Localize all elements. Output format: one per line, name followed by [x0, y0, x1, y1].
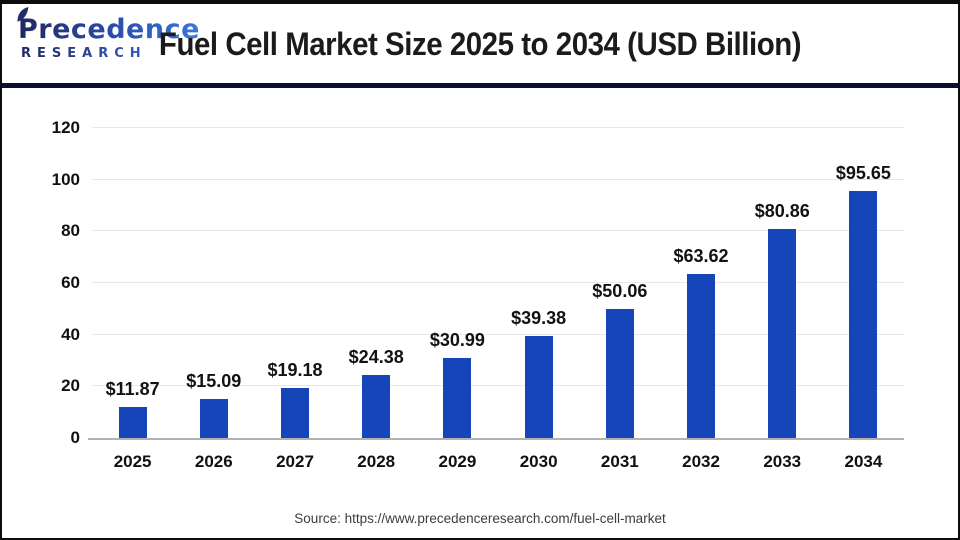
header-divider: [2, 83, 958, 88]
bar-value-label: $11.87: [105, 379, 160, 400]
bar-value-label: $30.99: [429, 329, 485, 350]
y-axis-tick-label: 60: [61, 273, 80, 292]
y-axis-tick-label: 20: [61, 376, 80, 396]
bar-series: $11.87 $15.09 $19.18 $24.38 $30.99 $39.38 $50.…: [92, 128, 904, 438]
bar-group: $39.38: [498, 128, 579, 438]
bar-group: $11.87: [92, 128, 173, 438]
gridline: [92, 230, 904, 232]
bar: [768, 229, 797, 438]
header: Precedence RESEARCH Fuel Cell Market Siz…: [2, 4, 958, 83]
y-axis-tick-label: 40: [61, 324, 80, 344]
bar-group: $24.38: [336, 128, 417, 438]
precedence-research-logo: Precedence RESEARCH: [17, 6, 200, 60]
bar: [849, 190, 878, 438]
bar-group: $50.06: [579, 128, 660, 438]
bar-value-label: $63.62: [673, 245, 729, 266]
bar-value-label: $24.38: [348, 347, 404, 368]
y-axis-tick-label: 0: [70, 428, 80, 447]
gridline: [92, 178, 904, 180]
y-axis-tick-label: 100: [51, 169, 80, 189]
bar: [524, 336, 553, 438]
bar-value-label: $19.18: [267, 360, 323, 381]
bar: [605, 308, 634, 438]
chart-title: Fuel Cell Market Size 2025 to 2034 (USD …: [158, 26, 802, 62]
bar-value-label: $39.38: [511, 308, 567, 329]
logo-line2-text: RESEARCH: [18, 47, 200, 60]
bar: [362, 375, 391, 438]
bar-group: $63.62: [660, 128, 741, 438]
x-axis-category-label: 2033: [763, 452, 802, 471]
bar-value-label: $50.06: [592, 280, 648, 301]
x-axis-category-label: 2032: [682, 452, 720, 471]
bar-value-label: $80.86: [754, 201, 810, 222]
x-axis-category-label: 2031: [600, 452, 639, 471]
x-axis-category-label: 2025: [113, 452, 152, 471]
bar: [281, 388, 309, 438]
bar: [443, 357, 472, 438]
x-axis-category-label: 2034: [844, 452, 883, 471]
bar: [118, 407, 147, 438]
x-axis-line: [88, 438, 904, 440]
bar: [687, 273, 716, 438]
x-axis: 2025 2026 2027 2028 2029 2030 2031 2032 2033 2034: [92, 452, 904, 472]
bar-chart: 0 20 40 60 80 100 120 $11.87 $15.09 $19.18 $24.38…: [2, 88, 958, 502]
bar-value-label: $95.65: [835, 162, 891, 183]
bar-group: $15.09: [173, 128, 254, 438]
leaf-icon: [17, 6, 29, 23]
gridline: [92, 333, 904, 335]
plot-area: $11.87 $15.09 $19.18 $24.38 $30.99 $39.38 $50.…: [88, 127, 904, 440]
y-axis-tick-label: 120: [51, 118, 80, 137]
bar-group: $19.18: [254, 128, 335, 438]
source-text: Source: https://www.precedenceresearch.c…: [294, 511, 666, 526]
x-axis-category-label: 2030: [519, 452, 558, 471]
x-axis-category-label: 2029: [438, 452, 477, 471]
bar-group: $80.86: [742, 128, 823, 438]
y-axis: 0 20 40 60 80 100 120: [30, 118, 80, 447]
x-axis-category-label: 2026: [194, 452, 233, 471]
gridline: [92, 127, 904, 128]
gridline: [92, 282, 904, 283]
gridline: [92, 385, 904, 387]
bar-value-label: $15.09: [186, 371, 242, 392]
bar-group: $30.99: [417, 128, 498, 438]
y-axis-tick-label: 80: [61, 221, 80, 241]
x-axis-category-label: 2028: [357, 452, 396, 471]
bar: [199, 399, 228, 438]
x-axis-category-label: 2027: [276, 452, 314, 471]
bar-group: $95.65: [823, 128, 904, 438]
logo-wordmark: Precedence: [17, 6, 200, 43]
